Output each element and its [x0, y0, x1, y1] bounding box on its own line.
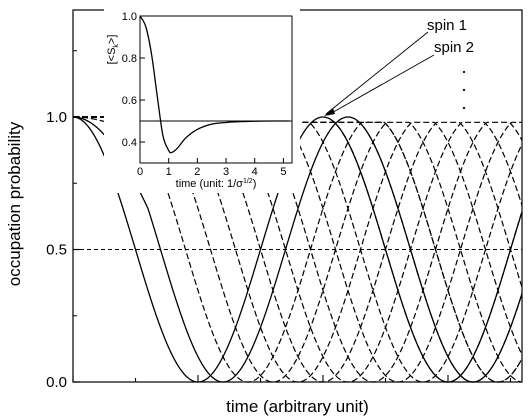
series-line-dashed-1 — [73, 116, 523, 383]
inset-y-tick-label: 1.0 — [122, 11, 137, 23]
spin-1-arrow — [325, 31, 429, 115]
inset-y-label-close: >] — [106, 35, 118, 44]
inset-x-tick-label: 5 — [280, 166, 286, 178]
series-line-spin-2 — [72, 116, 523, 383]
continuation-dot — [462, 106, 466, 110]
inset-background — [104, 8, 300, 193]
main-y-tick-label: 1.0 — [46, 109, 67, 126]
inset-x-tick-labels: 0 1 2 3 4 5 — [137, 166, 287, 178]
inset-x-tick-label: 4 — [252, 166, 258, 178]
inset-y-tick-labels: 0.4 0.6 0.8 1.0 — [122, 11, 137, 149]
inset-x-label-main: time (unit: 1/σ — [176, 178, 244, 190]
main-y-tick-label: 0.0 — [46, 374, 67, 391]
main-x-axis-label: time (arbitrary unit) — [226, 397, 369, 416]
inset-axis-ticks — [139, 15, 284, 163]
inset-y-label-sub: k — [113, 44, 120, 48]
main-y-tick-labels: 0.0 0.5 1.0 — [46, 109, 67, 391]
inset-y-tick-label: 0.6 — [122, 95, 137, 107]
continuation-dots — [462, 70, 466, 110]
spin-2-arrow — [327, 54, 435, 116]
inset-x-tick-label: 2 — [194, 166, 200, 178]
continuation-dot — [462, 70, 466, 74]
inset-x-label-sup: 1/2 — [243, 178, 253, 185]
inset-y-tick-label: 0.4 — [122, 137, 137, 149]
inset-x-label-close: ) — [253, 178, 257, 190]
inset-x-tick-label: 3 — [223, 166, 229, 178]
inset-y-axis-label: [<Sk>] — [106, 35, 120, 65]
arrowhead — [324, 108, 335, 116]
spin-2-annotation: spin 2 — [434, 39, 474, 56]
main-y-tick-label: 0.5 — [46, 242, 67, 259]
main-y-axis-label: occupation probability — [5, 121, 24, 286]
inset-plot-frame — [139, 15, 293, 164]
continuation-dot — [462, 88, 466, 92]
inset-x-tick-label: 1 — [166, 166, 172, 178]
inset-x-tick-label: 0 — [137, 166, 143, 178]
main-axis-ticks — [72, 50, 512, 383]
inset-y-label-main: [<S — [106, 48, 118, 65]
inset-series-line — [139, 15, 290, 154]
inset-y-tick-label: 0.8 — [122, 53, 137, 65]
spin-1-annotation: spin 1 — [427, 17, 467, 34]
inset-x-axis-label: time (unit: 1/σ1/2) — [176, 178, 257, 190]
